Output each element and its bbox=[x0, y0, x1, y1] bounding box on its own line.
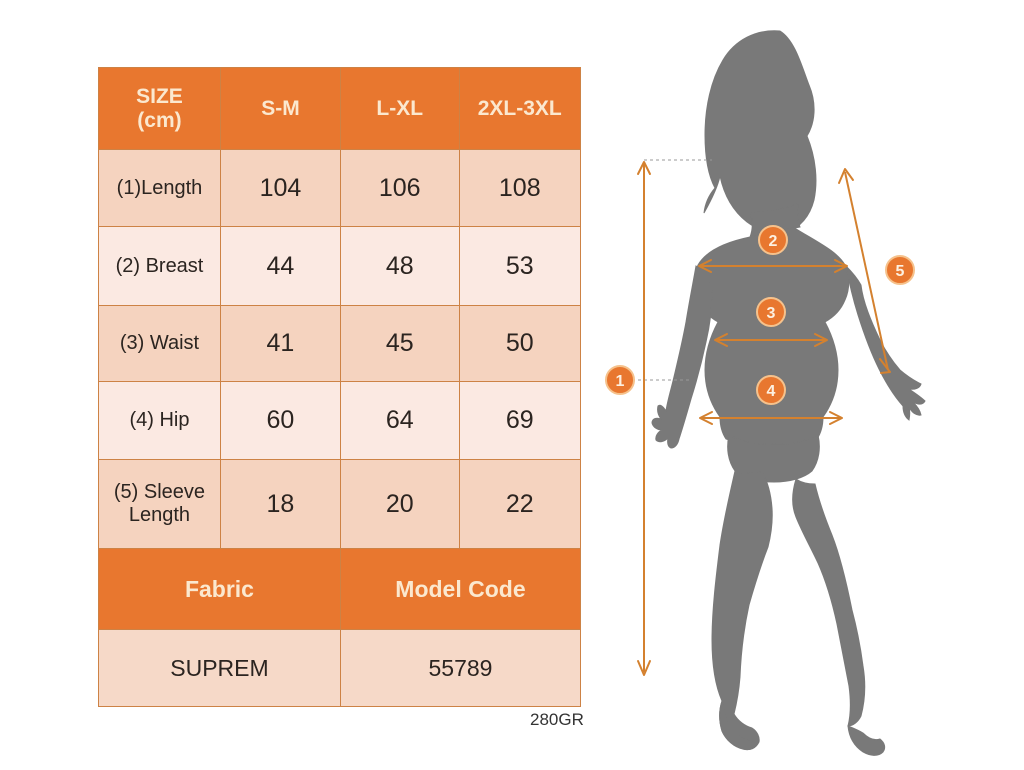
svg-text:3: 3 bbox=[767, 305, 776, 322]
svg-text:4: 4 bbox=[767, 383, 776, 400]
svg-text:1: 1 bbox=[616, 373, 625, 390]
svg-text:2: 2 bbox=[769, 233, 778, 250]
svg-text:5: 5 bbox=[896, 263, 905, 280]
